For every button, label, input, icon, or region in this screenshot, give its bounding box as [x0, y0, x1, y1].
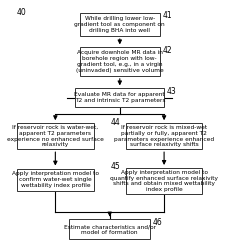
- FancyBboxPatch shape: [79, 12, 160, 36]
- Text: 46: 46: [153, 218, 163, 227]
- Text: Evaluate MR data for apparent
T2 and intrinsic T2 parameters: Evaluate MR data for apparent T2 and int…: [74, 92, 165, 103]
- FancyBboxPatch shape: [70, 220, 150, 239]
- Text: If reservoir rock is mixed-wet
partially or fully, apparent T2
parameters experi: If reservoir rock is mixed-wet partially…: [114, 125, 214, 148]
- Text: Apply interpretation model to
confirm water-wet single
wettability index profile: Apply interpretation model to confirm wa…: [12, 172, 99, 188]
- Text: Apply interpretation model to
quantify enhanced surface relaxivity
shifts and ob: Apply interpretation model to quantify e…: [110, 170, 218, 192]
- FancyBboxPatch shape: [17, 123, 94, 149]
- Text: If reservoir rock is water-wet,
apparent T2 parameters
experience no enhanced su: If reservoir rock is water-wet, apparent…: [7, 125, 104, 148]
- Text: 45: 45: [111, 162, 120, 170]
- FancyBboxPatch shape: [126, 123, 202, 149]
- Text: Estimate characteristics and/or
model of formation: Estimate characteristics and/or model of…: [64, 224, 156, 235]
- Text: 42: 42: [163, 46, 173, 55]
- Text: 40: 40: [17, 8, 27, 17]
- Text: Acquire downhole MR data in
borehole region with low-
gradient tool, e.g., in a : Acquire downhole MR data in borehole reg…: [76, 50, 164, 73]
- FancyBboxPatch shape: [126, 168, 202, 194]
- FancyBboxPatch shape: [17, 168, 94, 191]
- Text: 44: 44: [111, 118, 120, 127]
- FancyBboxPatch shape: [75, 88, 164, 107]
- FancyBboxPatch shape: [79, 47, 160, 76]
- Text: While drilling lower low-
gradient tool as component on
drilling BHA into well: While drilling lower low- gradient tool …: [74, 16, 165, 32]
- Text: 43: 43: [167, 87, 177, 96]
- Text: 41: 41: [163, 11, 173, 20]
